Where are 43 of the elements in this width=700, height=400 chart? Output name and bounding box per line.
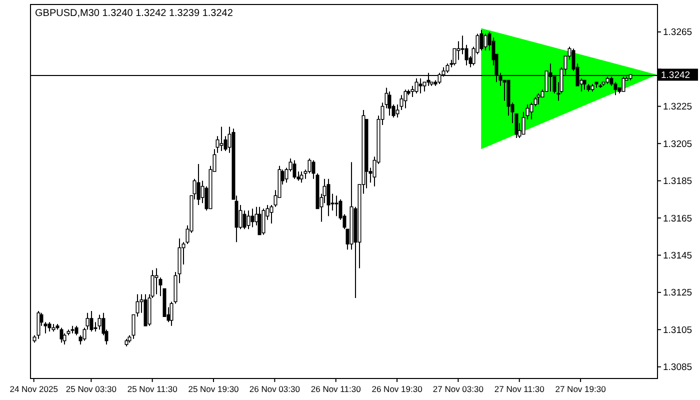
candlestick <box>582 80 586 90</box>
candlestick <box>196 164 200 206</box>
x-tick-label: 25 Nov 03:30 <box>66 384 117 394</box>
candlestick <box>94 322 98 332</box>
y-tick-label: 1.3105 <box>663 324 692 336</box>
x-tick-label: 25 Nov 19:30 <box>188 384 240 394</box>
candlestick <box>48 322 52 332</box>
candlestick <box>300 170 304 184</box>
x-tick-label: 25 Nov 11:30 <box>127 384 178 394</box>
candlestick <box>98 314 102 330</box>
candlestick <box>614 82 618 96</box>
x-tick-label: 24 Nov 2025 <box>10 384 58 394</box>
y-tick-label: 1.3125 <box>663 288 692 299</box>
chart-title: GBPUSD,M30 1.3240 1.3242 1.3239 1.3242 <box>35 8 234 19</box>
y-tick-label: 1.3205 <box>663 138 692 150</box>
candlestick <box>270 204 274 224</box>
candlestick <box>446 63 450 74</box>
candlestick <box>334 195 338 217</box>
candlestick <box>396 104 400 118</box>
y-tick-label: 1.3085 <box>663 362 692 374</box>
candlestick <box>220 126 224 152</box>
y-tick-label: 1.3165 <box>663 213 692 224</box>
candlestick <box>414 78 418 94</box>
candlestick <box>60 327 64 344</box>
candlestick <box>418 78 422 94</box>
x-tick-label: 26 Nov 19:30 <box>372 384 423 394</box>
y-tick-label: 1.3145 <box>663 250 692 262</box>
candlestick <box>246 210 250 230</box>
candlestick <box>158 277 162 297</box>
x-tick-label: 27 Nov 03:30 <box>432 384 484 394</box>
candlestick <box>250 208 254 228</box>
candlestick <box>422 82 426 92</box>
candlestick <box>410 85 414 98</box>
x-tick-label: 26 Nov 11:30 <box>310 384 362 394</box>
ref-line-label: 1.3242 <box>661 70 690 82</box>
y-tick-label: 1.3185 <box>663 176 692 188</box>
x-tick-label: 26 Nov 03:30 <box>249 384 300 394</box>
x-tick-label: 27 Nov 19:30 <box>555 384 606 394</box>
x-tick-label: 27 Nov 11:30 <box>494 384 545 394</box>
y-tick-label: 1.3225 <box>663 102 692 113</box>
candlestick <box>44 322 48 334</box>
candlestick <box>530 102 534 120</box>
y-tick-label: 1.3265 <box>663 27 692 38</box>
